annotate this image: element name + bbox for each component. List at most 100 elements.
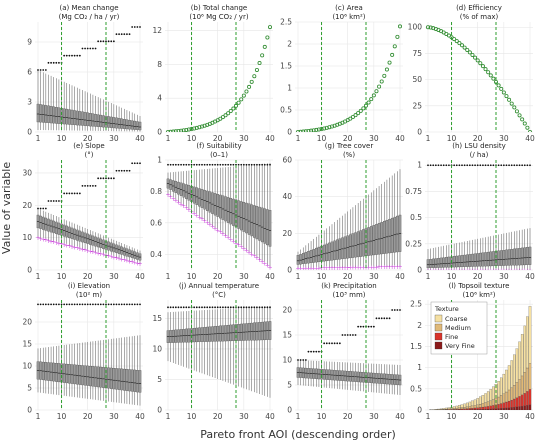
outlier-point (115, 33, 118, 36)
purple-marker: + (106, 253, 111, 260)
outlier-point (380, 317, 383, 320)
x-tick-label: 20 (83, 412, 93, 421)
data-point (387, 60, 392, 65)
x-tick-label: 10 (447, 412, 457, 421)
box (268, 210, 272, 247)
x-tick-label: 10 (57, 412, 67, 421)
purple-marker: + (165, 192, 170, 199)
bar-segment (528, 306, 532, 364)
bar-segment (528, 404, 532, 410)
purple-marker: + (512, 268, 517, 275)
bar-segment (502, 408, 506, 410)
outlier-point (47, 61, 50, 64)
box (192, 186, 196, 204)
box (136, 370, 139, 393)
outlier-point (73, 54, 76, 57)
box (185, 184, 188, 199)
data-point (311, 128, 316, 132)
outlier-point (461, 164, 463, 167)
bar-segment (484, 402, 487, 407)
purple-marker: + (51, 239, 56, 246)
box (81, 365, 84, 386)
purple-marker: + (525, 268, 530, 275)
outlier-point (169, 306, 172, 309)
purple-marker: + (337, 265, 342, 272)
y-tick-label: 2.5 (410, 300, 422, 309)
box (335, 239, 339, 260)
box (458, 255, 461, 268)
data-point (249, 79, 254, 84)
box (86, 365, 89, 386)
box (78, 365, 82, 385)
bar-segment (526, 316, 529, 369)
box (195, 187, 199, 205)
purple-marker: + (93, 250, 98, 257)
outlier-point (232, 306, 235, 309)
outlier-point (123, 303, 126, 306)
outlier-point (123, 33, 126, 36)
purple-marker: + (507, 268, 512, 275)
purple-marker: + (90, 249, 95, 256)
outlier-point (240, 306, 243, 309)
y-tick-label: 15 (152, 314, 162, 323)
outlier-point (232, 163, 235, 166)
box (203, 189, 206, 210)
outlier-point (526, 164, 529, 167)
outlier-point (39, 207, 42, 210)
purple-marker: + (46, 238, 51, 245)
bar-segment (492, 405, 495, 409)
outlier-point (86, 47, 89, 50)
data-point (327, 125, 332, 130)
purple-marker: + (117, 256, 122, 263)
outlier-point (180, 163, 182, 166)
box (481, 252, 485, 267)
box (109, 367, 113, 389)
x-tick-label: 1 (36, 412, 41, 421)
y-tick-label: 5 (287, 381, 292, 390)
bar-segment (500, 403, 503, 409)
outlier-point (42, 207, 45, 210)
box (465, 254, 469, 267)
purple-marker: + (441, 268, 446, 275)
outlier-point (107, 40, 110, 43)
box (94, 366, 97, 387)
y-tick-label: 2 (417, 321, 422, 330)
outlier-point (362, 325, 365, 328)
purple-marker: + (244, 248, 249, 255)
box (429, 259, 432, 268)
outlier-point (463, 164, 466, 167)
data-point (303, 129, 308, 132)
panel-title: (d) Efficiency (456, 4, 502, 12)
x-tick-label: 1 (296, 272, 301, 281)
plot-area: ++++++++++++++++++++++++++++++++++++++++ (165, 160, 273, 270)
bar-segment (486, 401, 490, 407)
outlier-point (139, 26, 141, 28)
data-point (184, 127, 189, 132)
purple-marker: + (514, 268, 519, 275)
bar-segment (500, 408, 503, 410)
box (52, 362, 55, 382)
outlier-point (518, 164, 521, 167)
purple-marker: + (316, 265, 321, 272)
purple-marker: + (80, 246, 85, 253)
outlier-point (107, 303, 110, 306)
outlier-point (102, 177, 105, 180)
outlier-point (133, 26, 136, 28)
panel-subtitle: (10⁶ km²) (462, 291, 495, 299)
outlier-point (521, 164, 524, 167)
box (128, 120, 131, 130)
bar-segment (466, 406, 469, 409)
y-tick-label: 1 (287, 84, 292, 93)
data-point (425, 25, 430, 30)
box (356, 231, 360, 258)
outlier-point (206, 306, 209, 309)
outlier-point (112, 40, 115, 43)
bar-segment (494, 408, 498, 410)
outlier-point (341, 334, 344, 336)
data-point (520, 117, 525, 122)
outlier-point (120, 169, 123, 172)
y-tick-label: 20 (22, 318, 32, 327)
purple-marker: + (491, 268, 496, 275)
box (125, 369, 129, 391)
panel-c: (c) Area(10⁶ km²) 0 0.5 1 1.5 2 2.5 1 10 20 30 40 (280, 4, 405, 143)
